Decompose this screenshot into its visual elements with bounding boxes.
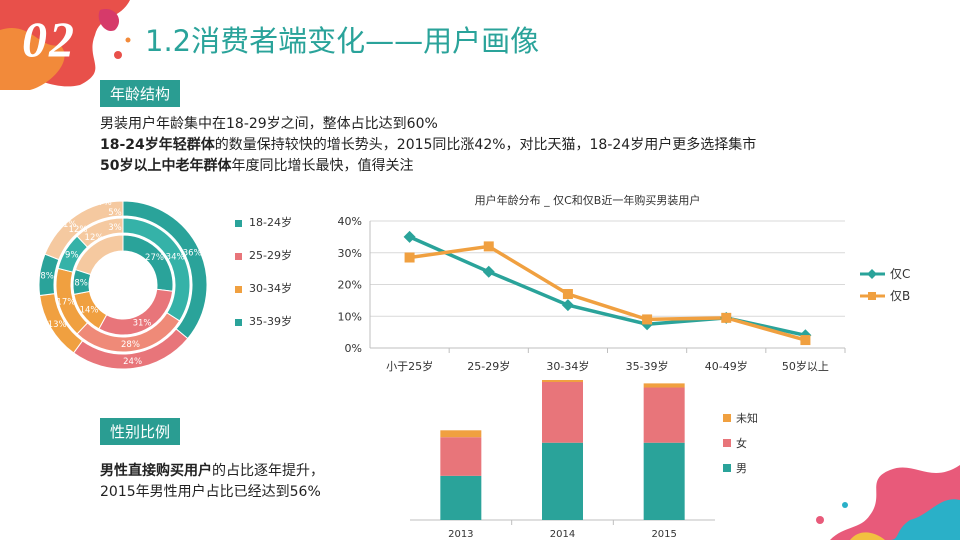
donut-extra-label: 12% [85,233,104,243]
bar-segment [440,437,482,476]
legend-label: 仅B [890,289,910,303]
marker-square [642,314,653,325]
paint-splash-bottom-right [816,465,960,540]
marker-square [721,312,732,323]
y-tick-label: 10% [338,310,362,323]
donut-label: 31% [133,318,152,328]
legend-swatch [723,464,731,472]
series-line [409,244,806,342]
donut-label: 8% [40,271,54,281]
donut-label: 8% [74,278,88,288]
marker-square [483,241,494,252]
legend-swatch [723,439,731,447]
gender-line-1: 男性直接购买用户的占比逐年提升， [100,463,324,479]
legend-swatch [235,285,242,293]
marker-square [562,289,573,300]
x-tick-label: 50岁以上 [782,359,829,373]
donut-extra-label: 12% [69,225,88,235]
legend-label: 未知 [736,411,758,425]
legend-item-35-39: 35-39岁 [235,313,292,329]
marker-diamond [482,265,495,278]
paint-splash-top-left [0,0,131,90]
age-structure-tag: 年龄结构 [100,80,181,107]
page-title: 1.2消费者端变化——用户画像 [145,24,540,58]
x-tick-label: 2013 [448,529,473,540]
donut-extra-label: 7% [98,198,112,208]
bar-segment [440,430,482,438]
bar-segment [643,383,685,388]
donut-slice [44,200,124,261]
legend-swatch [235,318,242,326]
legend-marker [867,269,877,279]
age-line-3: 50岁以上中老年群体年度同比增长最快，值得关注 [100,158,414,174]
legend-item-18-24: 18-24岁 [235,214,292,230]
y-tick-label: 0% [345,342,362,355]
gender-ratio-tag: 性别比例 [100,418,181,445]
x-tick-label: 35-39岁 [626,359,669,373]
marker-diamond [403,230,416,243]
gender-line-2: 2015年男性用户占比已经达到56% [100,484,321,500]
donut-label: 28% [121,340,140,350]
legend-label: 仅C [890,267,910,281]
bar-segment [643,442,685,520]
donut-label: 27% [145,253,164,263]
age-donut-chart: 27% 31% 14% 8% 34% 28% 17% 9% 36% 24% 13% 8% 7%5% 3% 1… [38,198,208,370]
marker-diamond [561,299,574,312]
x-tick-label: 30-34岁 [546,359,589,373]
gender-summary: 男性直接购买用户的占比逐年提升， 2015年男性用户占比已经达到56% [100,461,400,503]
x-tick-label: 40-49岁 [705,359,748,373]
age-summary: 男装用户年龄集中在18-29岁之间，整体占比达到60% 18-24岁年轻群体的数… [100,114,880,177]
legend-label: 男 [736,462,747,475]
age-line-2: 18-24岁年轻群体的数量保持较快的增长势头，2015同比涨42%，对比天猫，1… [100,137,757,153]
x-tick-label: 2014 [550,529,575,540]
donut-legend: 18-24岁 25-29岁 30-34岁 35-39岁 [235,214,315,334]
x-tick-label: 25-29岁 [467,359,510,373]
bar-segment [542,442,583,520]
section-number: 02 [22,11,76,67]
donut-slice [76,217,124,248]
donut-label: 14% [80,306,99,316]
x-tick-label: 小于25岁 [386,359,433,373]
bar-segment [542,382,583,443]
donut-label: 24% [123,357,142,367]
legend-swatch [235,219,242,227]
y-tick-label: 20% [338,279,362,292]
donut-extra-label: 5% [108,208,122,218]
y-tick-label: 40% [338,215,362,228]
legend-item-25-29: 25-29岁 [235,247,292,263]
series-line [408,235,806,338]
donut-label: 34% [166,252,185,262]
legend-swatch [235,252,242,260]
donut-label: 17% [56,298,75,308]
donut-label: 9% [65,251,79,261]
x-tick-label: 2015 [651,529,676,540]
legend-label: 女 [736,436,747,450]
marker-square [404,252,415,263]
line-chart-title: 用户年龄分布 _ 仅C和仅B近一年购买男装用户 [475,193,701,207]
age-line-1: 男装用户年龄集中在18-29岁之间，整体占比达到60% [100,116,438,132]
age-line-chart: 用户年龄分布 _ 仅C和仅B近一年购买男装用户 0% 10% 20% 30% 40% 小于2… [338,193,911,373]
marker-square [800,335,811,346]
y-tick-label: 30% [338,247,362,260]
donut-slice [74,234,124,276]
legend-swatch [723,414,731,422]
donut-extra-label: 11% [58,220,77,230]
legend-item-30-34: 30-34岁 [235,280,292,296]
bar-segment [542,380,583,382]
bar-segment [643,387,685,443]
donut-label: 13% [48,320,67,330]
bar-segment [440,475,482,520]
donut-label: 36% [183,248,202,258]
legend-marker [868,292,876,300]
donut-extra-label: 3% [108,223,122,233]
